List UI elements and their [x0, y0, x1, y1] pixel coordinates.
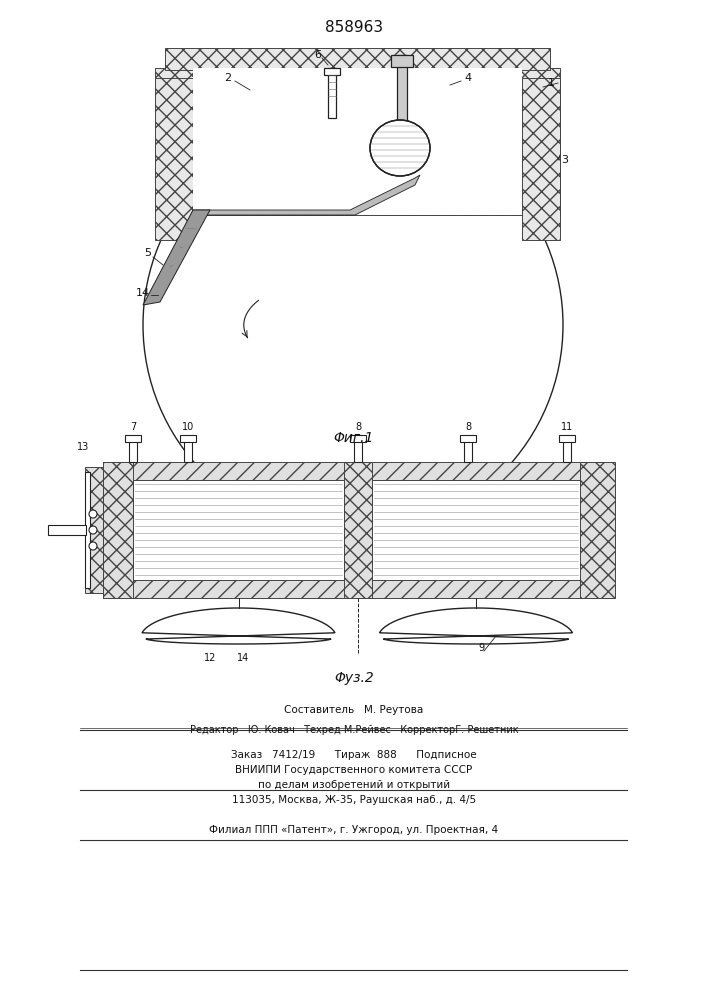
Text: 8: 8 — [465, 422, 471, 432]
Text: ВНИИПИ Государственного комитета СССР: ВНИИПИ Государственного комитета СССР — [235, 765, 472, 775]
Bar — [391, 55, 413, 67]
Polygon shape — [193, 175, 420, 215]
Bar — [48, 525, 86, 535]
Bar — [559, 435, 575, 442]
Text: 9: 9 — [478, 643, 484, 653]
Ellipse shape — [370, 120, 430, 176]
Text: 858963: 858963 — [325, 20, 383, 35]
Bar — [580, 462, 615, 598]
Bar — [103, 462, 610, 480]
Text: Φуз.2: Φуз.2 — [334, 671, 374, 685]
Bar — [193, 68, 522, 215]
Text: 11: 11 — [561, 422, 573, 432]
Text: 10: 10 — [182, 422, 194, 432]
Text: 113035, Москва, Ж-35, Раушская наб., д. 4/5: 113035, Москва, Ж-35, Раушская наб., д. … — [232, 795, 476, 805]
Bar — [372, 480, 580, 580]
Polygon shape — [380, 608, 573, 644]
Bar — [155, 78, 193, 240]
Bar — [324, 68, 340, 75]
Bar — [328, 68, 336, 118]
Bar — [344, 462, 372, 598]
Text: 4: 4 — [464, 73, 472, 83]
Text: 3: 3 — [561, 155, 568, 165]
Text: по делам изобретений и открытий: по делам изобретений и открытий — [258, 780, 450, 790]
Bar — [184, 440, 192, 462]
Text: Заказ   7412/19      Тираж  888      Подписное: Заказ 7412/19 Тираж 888 Подписное — [231, 750, 477, 760]
Text: 6: 6 — [315, 50, 322, 60]
Bar — [133, 480, 344, 580]
Text: 7: 7 — [130, 422, 136, 432]
Circle shape — [89, 510, 97, 518]
Text: 8: 8 — [355, 422, 361, 432]
Text: 14: 14 — [136, 288, 150, 298]
Bar — [464, 440, 472, 462]
Text: Φиг.1: Φиг.1 — [334, 431, 374, 445]
Text: Филиал ППП «Патент», г. Ужгород, ул. Проектная, 4: Филиал ППП «Патент», г. Ужгород, ул. Про… — [209, 825, 498, 835]
Bar — [350, 435, 366, 442]
Bar — [397, 55, 407, 150]
Text: 1: 1 — [547, 78, 554, 88]
Polygon shape — [142, 608, 335, 644]
Text: 14: 14 — [238, 653, 250, 663]
Text: 5: 5 — [144, 248, 151, 258]
Circle shape — [89, 542, 97, 550]
Bar — [103, 462, 133, 598]
Circle shape — [89, 526, 97, 534]
Text: 2: 2 — [224, 73, 232, 83]
Bar — [85, 467, 103, 593]
Bar — [103, 580, 610, 598]
Bar — [522, 78, 560, 240]
Bar — [155, 68, 560, 215]
Polygon shape — [143, 210, 210, 305]
Text: Составитель   М. Реутова: Составитель М. Реутова — [284, 705, 423, 715]
Ellipse shape — [143, 115, 563, 535]
Bar — [85, 472, 90, 588]
Bar — [180, 435, 196, 442]
Bar — [563, 440, 571, 462]
Bar — [125, 435, 141, 442]
Bar — [354, 440, 362, 462]
Bar — [129, 440, 137, 462]
Bar — [165, 48, 550, 70]
Text: 12: 12 — [204, 653, 216, 663]
Text: 13: 13 — [77, 442, 89, 452]
Bar — [460, 435, 476, 442]
Text: Редактор   Ю. Ковач   Техред М.Рейвес   КорректорГ. Решетник: Редактор Ю. Ковач Техред М.Рейвес Коррек… — [189, 725, 518, 735]
